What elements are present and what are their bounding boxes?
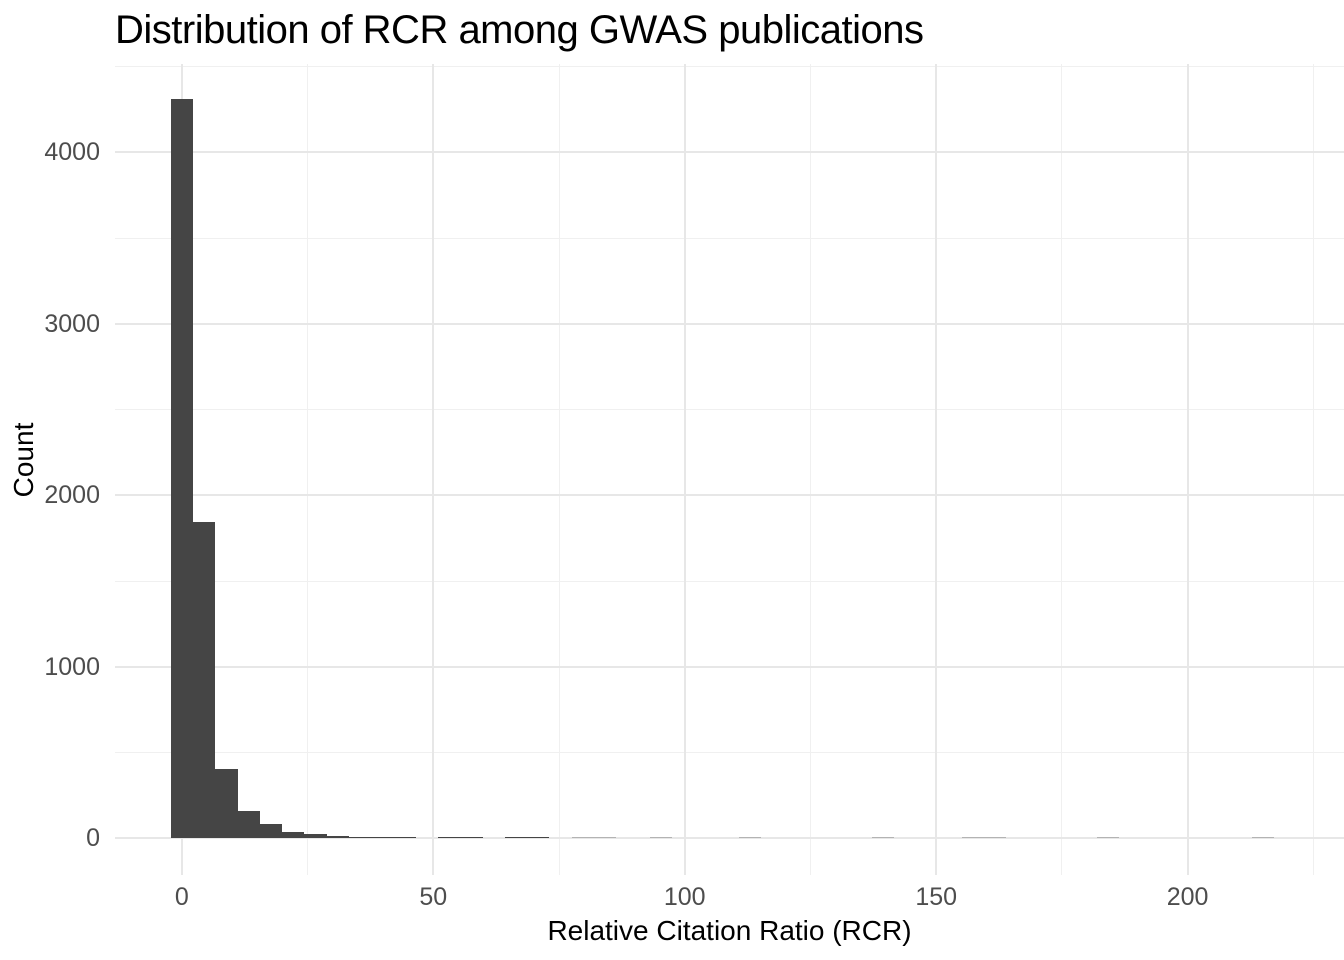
y-major-gridline (115, 665, 1344, 668)
histogram-bar (571, 837, 594, 839)
y-major-gridline (115, 322, 1344, 325)
x-tick-label: 0 (174, 883, 189, 911)
histogram-bar (1097, 837, 1120, 839)
y-tick-label: 3000 (44, 309, 100, 338)
x-major-gridline (432, 64, 435, 875)
histogram-bar (649, 837, 672, 839)
histogram-bar (961, 837, 984, 839)
histogram-bar (259, 824, 283, 839)
x-tick-label: 100 (663, 883, 706, 911)
histogram-bar (393, 837, 416, 839)
y-major-gridline (115, 151, 1344, 154)
histogram-bar (527, 837, 550, 839)
x-axis-title: Relative Citation Ratio (RCR) (547, 915, 912, 946)
x-tick-label: 200 (1166, 883, 1209, 911)
y-tick-label: 2000 (44, 481, 100, 510)
y-major-gridline (115, 837, 1344, 840)
histogram-bar (170, 98, 193, 839)
x-major-gridline (935, 64, 938, 875)
x-minor-gridline (1312, 64, 1314, 875)
histogram-bar (304, 834, 327, 839)
histogram-bar (348, 836, 372, 839)
histogram-bar (326, 835, 349, 839)
x-minor-gridline (809, 64, 811, 875)
x-major-gridline (683, 64, 686, 875)
histogram-bar (594, 837, 617, 839)
histogram-bar (237, 810, 260, 839)
y-minor-gridline (115, 237, 1344, 239)
histogram-bar (371, 837, 394, 839)
plot-panel (115, 64, 1344, 875)
histogram-bar (193, 521, 216, 839)
chart-title: Distribution of RCR among GWAS publicati… (115, 8, 924, 52)
histogram-bar (1251, 837, 1275, 839)
x-tick-label: 50 (419, 883, 448, 911)
y-tick-label: 4000 (44, 138, 100, 167)
x-major-gridline (1186, 64, 1189, 875)
histogram-bar (215, 769, 238, 839)
y-minor-gridline (115, 409, 1344, 411)
x-minor-gridline (1061, 64, 1063, 875)
histogram-bar (460, 837, 483, 839)
y-tick-label: 0 (86, 824, 100, 853)
histogram-bar (983, 837, 1007, 839)
histogram-bar (871, 837, 894, 839)
y-major-gridline (115, 494, 1344, 497)
y-minor-gridline (115, 66, 1344, 68)
histogram-bar (738, 837, 762, 839)
histogram-bar (282, 831, 305, 839)
histogram-bar (504, 837, 528, 839)
y-minor-gridline (115, 751, 1344, 753)
x-minor-gridline (307, 64, 309, 875)
y-tick-label: 1000 (44, 652, 100, 681)
x-minor-gridline (558, 64, 560, 875)
x-tick-label: 150 (915, 883, 958, 911)
y-minor-gridline (115, 580, 1344, 582)
histogram-bar (438, 837, 461, 839)
